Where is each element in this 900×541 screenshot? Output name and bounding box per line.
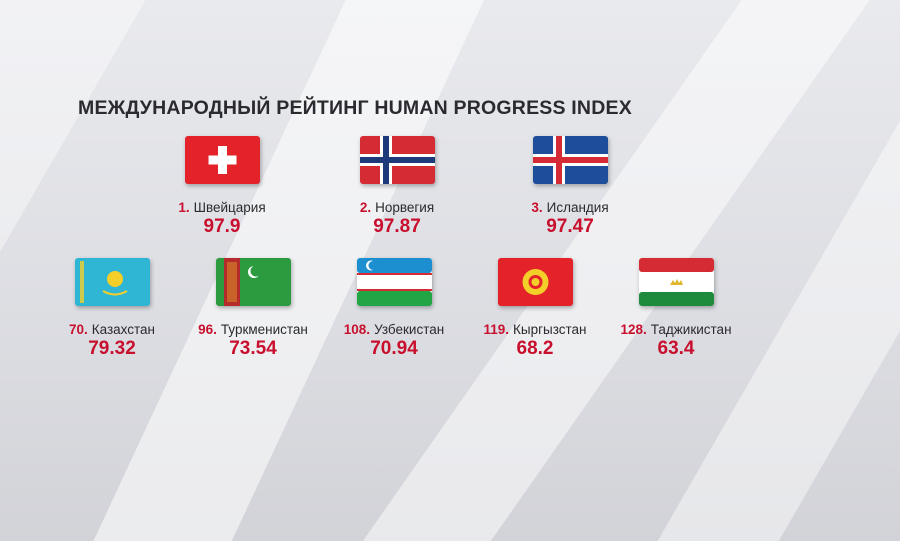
country-name: Швейцария bbox=[193, 200, 266, 215]
flag bbox=[215, 258, 291, 306]
country-label: 1. Швейцария bbox=[147, 200, 297, 215]
flag bbox=[532, 136, 608, 184]
score: 63.4 bbox=[657, 338, 695, 359]
country-label: 70. Казахстан bbox=[37, 322, 187, 337]
rank: 70. bbox=[68, 322, 88, 337]
country-label: 128. Таджикистан bbox=[601, 322, 751, 337]
score: 97.87 bbox=[373, 216, 421, 237]
score: 97.9 bbox=[203, 216, 241, 237]
score: 97.47 bbox=[546, 216, 594, 237]
rank: 1. bbox=[178, 200, 190, 215]
rank: 108. bbox=[343, 322, 371, 337]
score: 73.54 bbox=[229, 338, 277, 359]
rank: 2. bbox=[359, 200, 372, 215]
flag bbox=[74, 258, 150, 306]
country-label: 2. Норвегия bbox=[322, 200, 472, 215]
country-item: 96. Туркменистан 73.54 bbox=[178, 258, 328, 360]
country-name: Таджикистан bbox=[650, 322, 732, 337]
flag bbox=[184, 136, 260, 184]
score: 70.94 bbox=[370, 338, 418, 359]
rank: 96. bbox=[198, 322, 217, 337]
rank: 119. bbox=[483, 322, 510, 337]
country-label: 3. Исландия bbox=[495, 200, 645, 215]
country-name: Норвегия bbox=[375, 200, 435, 215]
rank: 3. bbox=[531, 200, 543, 215]
country-name: Казахстан bbox=[91, 322, 156, 337]
country-label: 119. Кыргызстан bbox=[460, 322, 610, 337]
score: 68.2 bbox=[516, 338, 554, 359]
country-item: 70. Казахстан 79.32 bbox=[37, 258, 187, 360]
country-item: 2. Норвегия 97.87 bbox=[322, 136, 472, 238]
title: МЕЖДУНАРОДНЫЙ РЕЙТИНГ HUMAN PROGRESS IND… bbox=[78, 97, 632, 119]
flag bbox=[356, 258, 432, 306]
country-label: 108. Узбекистан bbox=[319, 322, 469, 337]
flag bbox=[359, 136, 435, 184]
country-item: 3. Исландия 97.47 bbox=[495, 136, 645, 238]
country-item: 119. Кыргызстан 68.2 bbox=[460, 258, 610, 360]
country-item: 108. Узбекистан 70.94 bbox=[319, 258, 469, 360]
country-label: 96. Туркменистан bbox=[178, 322, 328, 337]
country-item: 128. Таджикистан 63.4 bbox=[601, 258, 751, 360]
score: 79.32 bbox=[88, 338, 136, 359]
country-name: Узбекистан bbox=[374, 322, 445, 337]
flag bbox=[638, 258, 714, 306]
flag bbox=[497, 258, 573, 306]
country-name: Исландия bbox=[546, 200, 609, 215]
country-name: Туркменистан bbox=[220, 322, 308, 337]
country-item: 1. Швейцария 97.9 bbox=[147, 136, 297, 238]
country-name: Кыргызстан bbox=[513, 322, 587, 337]
rank: 128. bbox=[620, 322, 647, 337]
